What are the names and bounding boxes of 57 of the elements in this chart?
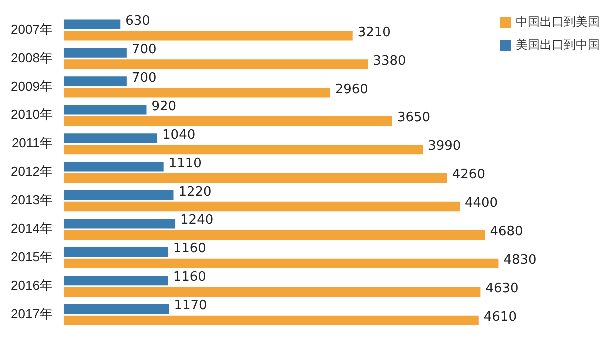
data-label: 3650	[397, 110, 431, 126]
y-tick-label: 2008年	[11, 50, 53, 66]
y-tick-label: 2016年	[11, 278, 53, 294]
bar	[64, 230, 486, 240]
data-label: 4830	[504, 253, 537, 268]
y-tick-label: 2012年	[11, 164, 53, 180]
data-label: 4630	[486, 282, 519, 297]
bar	[64, 276, 168, 286]
legend-label: 中国出口到美国	[516, 14, 600, 31]
data-label: 3380	[373, 54, 406, 69]
bar	[64, 247, 168, 258]
data-label: 4400	[464, 196, 498, 212]
bar	[64, 162, 164, 172]
bar	[64, 190, 174, 200]
y-tick-label: 2013年	[11, 192, 53, 208]
bar	[64, 258, 499, 269]
data-label: 1110	[168, 156, 202, 172]
data-label: 3210	[358, 25, 391, 40]
data-label: 2960	[335, 82, 368, 98]
bar	[64, 144, 424, 155]
y-tick-label: 2011年	[12, 136, 53, 151]
y-tick-label: 2015年	[11, 250, 53, 265]
bar	[64, 48, 127, 58]
bar	[64, 287, 481, 298]
bar	[64, 88, 330, 98]
data-label: 4260	[452, 168, 486, 183]
data-label: 1160	[173, 242, 206, 257]
bar	[64, 76, 127, 86]
bar	[64, 60, 368, 70]
bar	[64, 202, 460, 212]
bar	[64, 304, 170, 314]
bar	[64, 20, 121, 30]
bar	[64, 105, 147, 115]
data-label: 1160	[173, 270, 206, 286]
data-label: 4680	[490, 224, 524, 240]
data-label: 1170	[174, 298, 208, 314]
data-label: 700	[132, 42, 157, 58]
data-label: 1240	[180, 213, 214, 228]
data-label: 630	[126, 14, 150, 29]
bar	[64, 316, 479, 326]
y-tick-label: 2017年	[11, 306, 53, 322]
data-label: 700	[132, 70, 157, 86]
y-tick-label: 2009年	[11, 78, 53, 94]
bar	[64, 173, 448, 184]
bar	[64, 134, 158, 144]
bar	[64, 31, 353, 41]
bar	[64, 219, 176, 229]
data-label: 920	[152, 99, 177, 114]
y-tick-label: 2010年	[11, 107, 53, 122]
data-label: 4610	[484, 310, 517, 326]
data-label: 1220	[178, 184, 212, 200]
data-label: 3990	[428, 139, 462, 154]
y-tick-label: 2007年	[11, 22, 53, 37]
bar	[64, 116, 392, 126]
data-label: 1040	[162, 128, 196, 143]
legend-label: 美国出口到中国	[516, 37, 600, 54]
y-tick-label: 2014年	[11, 221, 53, 236]
